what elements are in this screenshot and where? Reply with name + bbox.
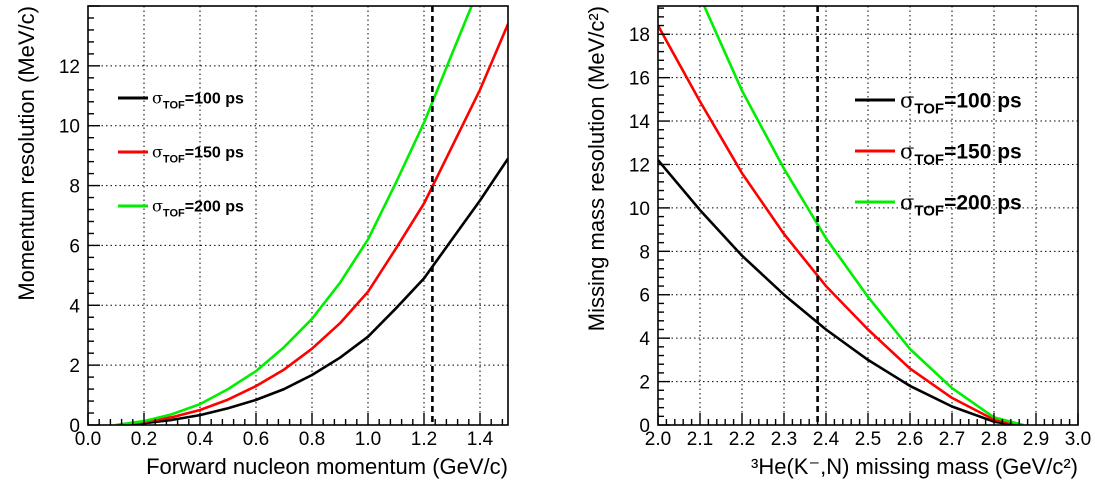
legend-subscript: TOF xyxy=(914,203,944,220)
x-axis-label: ³He(K⁻,N) missing mass (GeV/c²) xyxy=(751,454,1078,479)
legend-sigma: σ xyxy=(900,88,914,112)
y-tick-label: 12 xyxy=(629,155,650,176)
y-tick-label: 12 xyxy=(59,57,80,78)
legend-subscript: TOF xyxy=(914,101,944,118)
x-tick-label: 2.9 xyxy=(1023,429,1049,450)
x-tick-label: 2.4 xyxy=(813,429,840,450)
y-tick-label: 10 xyxy=(59,117,80,138)
x-tick-label: 2.1 xyxy=(687,429,713,450)
series-line-2 xyxy=(703,6,1024,425)
x-tick-label: 2.6 xyxy=(897,429,923,450)
x-tick-label: 2.5 xyxy=(855,429,881,450)
y-tick-label: 16 xyxy=(629,69,650,90)
series-line-1 xyxy=(115,23,508,425)
legend-label-1: σTOF=150 ps xyxy=(900,139,1022,168)
chart-missing-mass-resolution: 2.0 2.1 2.2 2.3 2.4 2.5 2.6 2.7 2.8 2.9 3.0 0 2 4 6 8 10… xyxy=(584,5,1091,479)
legend-sigma: σ xyxy=(900,190,914,214)
legend-value: =200 ps xyxy=(185,199,244,216)
y-axis-label: Momentum resolution (MeV/c) xyxy=(14,6,39,301)
series-line-0 xyxy=(115,157,508,425)
x-tick-label: 0.6 xyxy=(243,429,269,450)
y-axis-label: Missing mass resolution (MeV/c²) xyxy=(584,6,609,331)
x-tick-label: 0.2 xyxy=(131,429,157,450)
y-tick-label: 2 xyxy=(639,373,650,394)
x-tick-label: 1.0 xyxy=(355,429,381,450)
x-tick-label: 2.2 xyxy=(729,429,755,450)
x-tick-label: 2.7 xyxy=(939,429,965,450)
y-tick-label: 8 xyxy=(69,177,80,198)
y-tick-label: 6 xyxy=(69,236,80,257)
x-tick-label: 1.4 xyxy=(467,429,494,450)
legend-label-0: σTOF=100 ps xyxy=(900,88,1022,117)
legend-value: =200 ps xyxy=(944,191,1022,214)
y-tick-label: 18 xyxy=(629,25,650,46)
legend-label-1: σTOF=150 ps xyxy=(152,143,244,166)
x-tick-label: 2.0 xyxy=(645,429,671,450)
legend-subscript: TOF xyxy=(163,207,185,219)
legend-value: =150 ps xyxy=(185,145,244,162)
plot-frame xyxy=(87,5,509,426)
legend-subscript: TOF xyxy=(914,152,944,169)
y-tick-label: 0 xyxy=(639,416,650,437)
legend-value: =100 ps xyxy=(185,91,244,108)
legend-subscript: TOF xyxy=(163,153,185,165)
x-tick-label: 1.2 xyxy=(411,429,437,450)
legend-value: =100 ps xyxy=(944,89,1022,112)
y-tick-label: 4 xyxy=(639,329,650,350)
legend-sigma: σ xyxy=(152,197,163,216)
legend-sigma: σ xyxy=(900,139,914,163)
y-tick-label: 6 xyxy=(639,286,650,307)
y-tick-label: 14 xyxy=(629,112,651,133)
y-tick-label: 10 xyxy=(629,199,650,220)
series-line-2 xyxy=(115,6,473,425)
x-tick-label: 0.0 xyxy=(75,429,101,450)
legend-label-0: σTOF=100 ps xyxy=(152,89,244,112)
x-tick-label: 0.4 xyxy=(187,429,214,450)
x-tick-label: 0.8 xyxy=(299,429,325,450)
legend-subscript: TOF xyxy=(163,99,185,111)
legend-value: =150 ps xyxy=(944,140,1022,163)
x-tick-label: 3.0 xyxy=(1065,429,1091,450)
legend-sigma: σ xyxy=(152,89,163,108)
legend-label-2: σTOF=200 ps xyxy=(900,190,1022,219)
y-tick-label: 0 xyxy=(69,416,80,437)
y-tick-label: 4 xyxy=(69,296,80,317)
y-tick-label: 2 xyxy=(69,356,80,377)
series-line-0 xyxy=(658,159,1016,425)
x-tick-label: 2.8 xyxy=(981,429,1007,450)
series-line-1 xyxy=(658,24,1020,425)
legend-sigma: σ xyxy=(152,143,163,162)
legend-label-2: σTOF=200 ps xyxy=(152,197,244,220)
y-tick-label: 8 xyxy=(639,242,650,263)
x-tick-label: 2.3 xyxy=(771,429,797,450)
x-axis-label: Forward nucleon momentum (GeV/c) xyxy=(146,454,508,479)
chart-momentum-resolution: 0.0 0.2 0.4 0.6 0.8 1.0 1.2 1.4 0 2 4 6 8 10 12 Forward… xyxy=(14,5,509,479)
